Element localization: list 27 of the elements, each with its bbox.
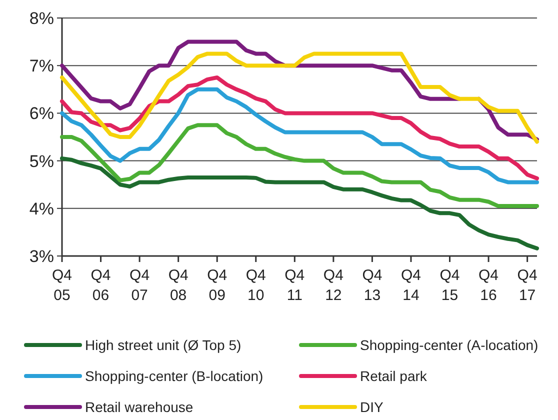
legend-label: Shopping-center (A-location) xyxy=(360,336,538,353)
x-tick-label: Q4 16 xyxy=(478,267,499,304)
x-tick-label: Q4 12 xyxy=(323,267,344,304)
line-series xyxy=(60,156,539,250)
x-tick-label: Q4 07 xyxy=(130,267,150,304)
x-tick-label: Q4 14 xyxy=(400,267,421,304)
x-tick-label: Q4 06 xyxy=(90,267,111,304)
x-tick-label: Q4 15 xyxy=(440,267,460,304)
x-tick-label: Q4 17 xyxy=(517,267,538,304)
y-tick-label: 5% xyxy=(29,152,54,171)
legend-label: DIY xyxy=(360,398,384,415)
y-tick-label: 7% xyxy=(29,56,54,76)
y-tick-label: 6% xyxy=(29,104,54,124)
y-tick-label: 4% xyxy=(29,199,54,218)
y-tick-label: 8% xyxy=(29,8,54,28)
x-tick-label: Q4 13 xyxy=(362,267,382,304)
x-tick-label: Q4 11 xyxy=(284,267,305,304)
x-tick-label: Q4 09 xyxy=(207,267,228,304)
legend-label: Retail warehouse xyxy=(85,398,194,415)
legend-label: Retail park xyxy=(360,368,428,384)
x-tick-label: Q4 10 xyxy=(246,267,266,304)
line-series xyxy=(60,123,539,208)
legend-label: Shopping-center (B-location) xyxy=(85,368,264,384)
y-tick-label: 3% xyxy=(29,246,54,266)
x-tick-label: Q4 08 xyxy=(168,267,188,304)
x-tick-label: Q4 05 xyxy=(52,267,72,304)
legend-label: High street unit (Ø Top 5) xyxy=(85,336,242,353)
